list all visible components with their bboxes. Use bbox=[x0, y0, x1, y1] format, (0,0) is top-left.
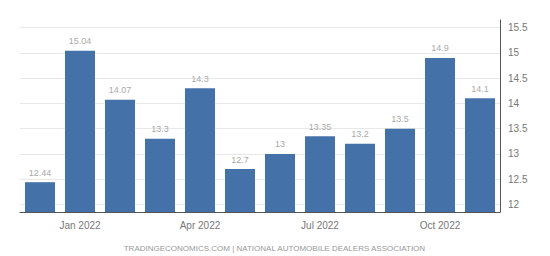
svg-text:Jul 2022: Jul 2022 bbox=[301, 220, 339, 231]
svg-text:15.04: 15.04 bbox=[69, 36, 92, 46]
svg-text:Oct 2022: Oct 2022 bbox=[420, 220, 461, 231]
svg-text:13.2: 13.2 bbox=[351, 129, 369, 139]
svg-text:14.3: 14.3 bbox=[191, 74, 209, 84]
svg-text:12.5: 12.5 bbox=[508, 174, 528, 185]
svg-text:14: 14 bbox=[508, 98, 520, 109]
svg-text:Apr 2022: Apr 2022 bbox=[180, 220, 221, 231]
svg-text:13.5: 13.5 bbox=[508, 123, 528, 134]
svg-text:14.9: 14.9 bbox=[431, 43, 449, 53]
svg-text:Jan 2022: Jan 2022 bbox=[59, 220, 101, 231]
svg-text:14.07: 14.07 bbox=[109, 85, 132, 95]
svg-text:14.1: 14.1 bbox=[471, 84, 489, 94]
svg-text:13.3: 13.3 bbox=[151, 124, 169, 134]
svg-text:TRADINGECONOMICS.COM | NATIONA: TRADINGECONOMICS.COM | NATIONAL AUTOMOBI… bbox=[124, 244, 426, 253]
svg-text:12.7: 12.7 bbox=[231, 155, 249, 165]
svg-text:12: 12 bbox=[508, 199, 520, 210]
svg-text:12.44: 12.44 bbox=[29, 168, 52, 178]
svg-text:15.5: 15.5 bbox=[508, 22, 528, 33]
svg-text:15: 15 bbox=[508, 47, 520, 58]
svg-text:13: 13 bbox=[275, 139, 285, 149]
svg-text:13.5: 13.5 bbox=[391, 114, 409, 124]
svg-text:13.35: 13.35 bbox=[309, 122, 332, 132]
svg-text:14.5: 14.5 bbox=[508, 73, 528, 84]
svg-text:13: 13 bbox=[508, 148, 520, 159]
